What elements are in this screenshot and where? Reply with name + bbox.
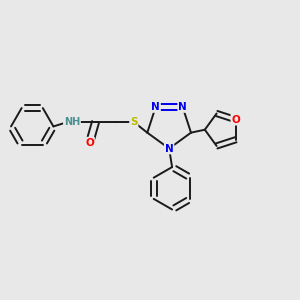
Text: N: N [178,102,187,112]
Text: O: O [85,138,94,148]
Text: NH: NH [64,117,80,127]
Text: S: S [130,117,138,127]
Text: N: N [151,102,160,112]
Text: O: O [231,115,240,125]
Text: N: N [165,143,173,154]
